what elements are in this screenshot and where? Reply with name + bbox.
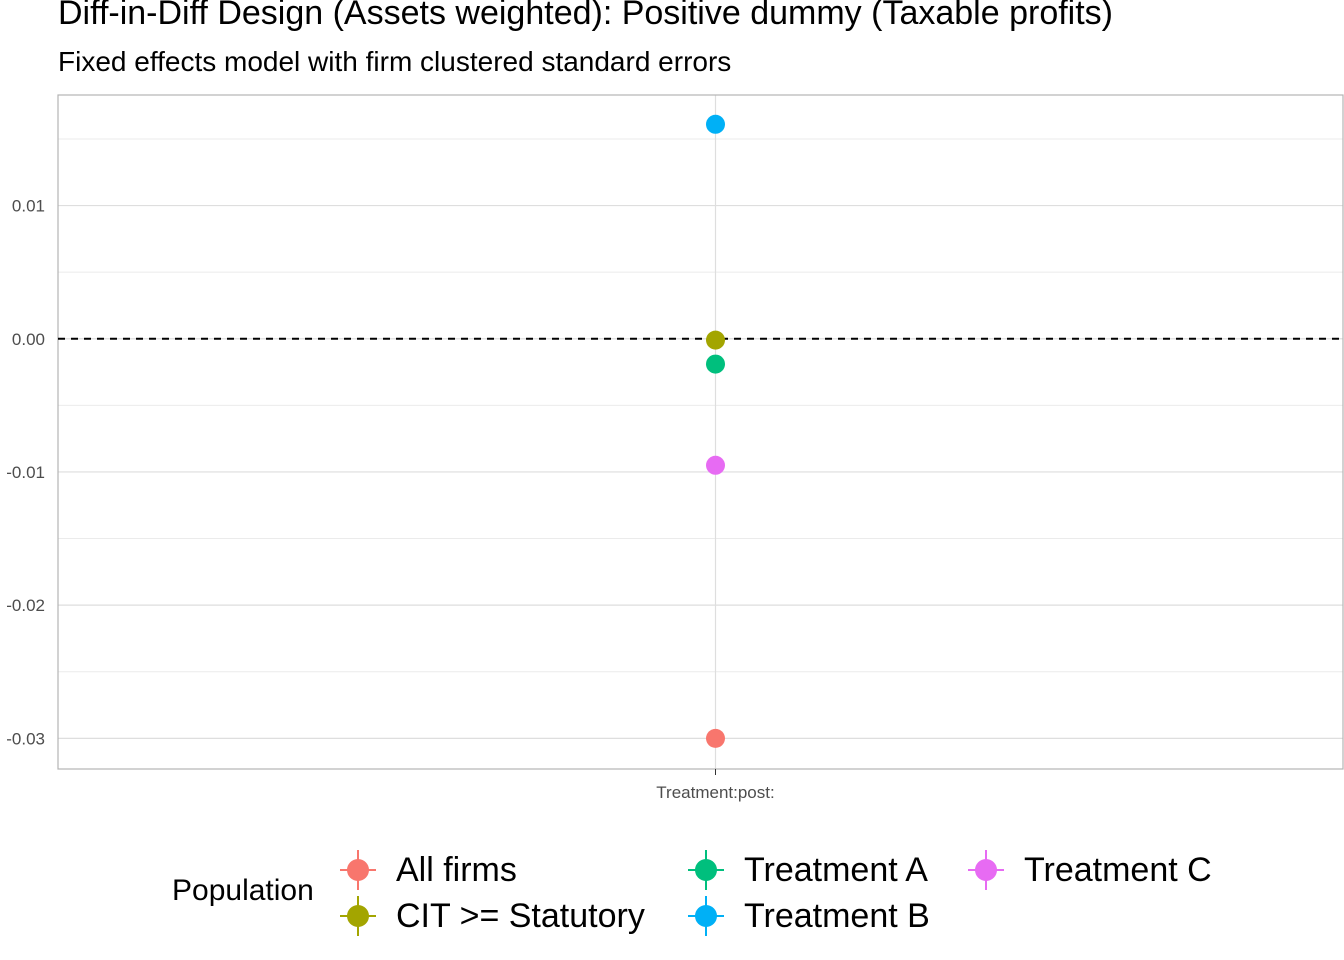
legend-label: Treatment C [1024, 850, 1212, 889]
x-tick-label: Treatment:post: [656, 783, 774, 802]
legend-item-treatment-c: Treatment C [966, 848, 1212, 892]
data-point [706, 114, 725, 134]
legend-key-all-firms [338, 848, 378, 892]
legend-item-treatment-b: Treatment B [686, 894, 930, 938]
legend-label: CIT >= Statutory [396, 896, 645, 935]
legend-label: All firms [396, 850, 517, 889]
legend-key-cit-statutory [338, 894, 378, 938]
y-tick-label: 0.01 [12, 197, 45, 216]
data-point [706, 330, 725, 350]
legend-label: Treatment B [744, 896, 930, 935]
chart-title: Diff-in-Diff Design (Assets weighted): P… [58, 0, 1113, 32]
legend-key-treatment-a [686, 848, 726, 892]
data-point [706, 455, 725, 475]
y-tick-label: -0.03 [6, 729, 45, 748]
y-tick-label: -0.02 [6, 596, 45, 615]
legend: Population All firms CIT >= Statutory Tr… [0, 840, 1344, 950]
data-point [706, 354, 725, 374]
legend-item-cit-statutory: CIT >= Statutory [338, 894, 645, 938]
panel-border [57, 94, 1344, 770]
legend-key-treatment-b [686, 894, 726, 938]
legend-key-treatment-c [966, 848, 1006, 892]
y-tick-label: -0.01 [6, 463, 45, 482]
legend-label: Treatment A [744, 850, 928, 889]
legend-item-all-firms: All firms [338, 848, 517, 892]
chart-subtitle: Fixed effects model with firm clustered … [58, 46, 732, 77]
data-point [706, 728, 725, 748]
plot-area: 0.01 0.00 -0.01 -0.02 -0.03 Treatment:post: [6, 94, 1344, 802]
legend-title: Population [172, 874, 314, 907]
y-tick-label: 0.00 [12, 330, 45, 349]
legend-item-treatment-a: Treatment A [686, 848, 928, 892]
